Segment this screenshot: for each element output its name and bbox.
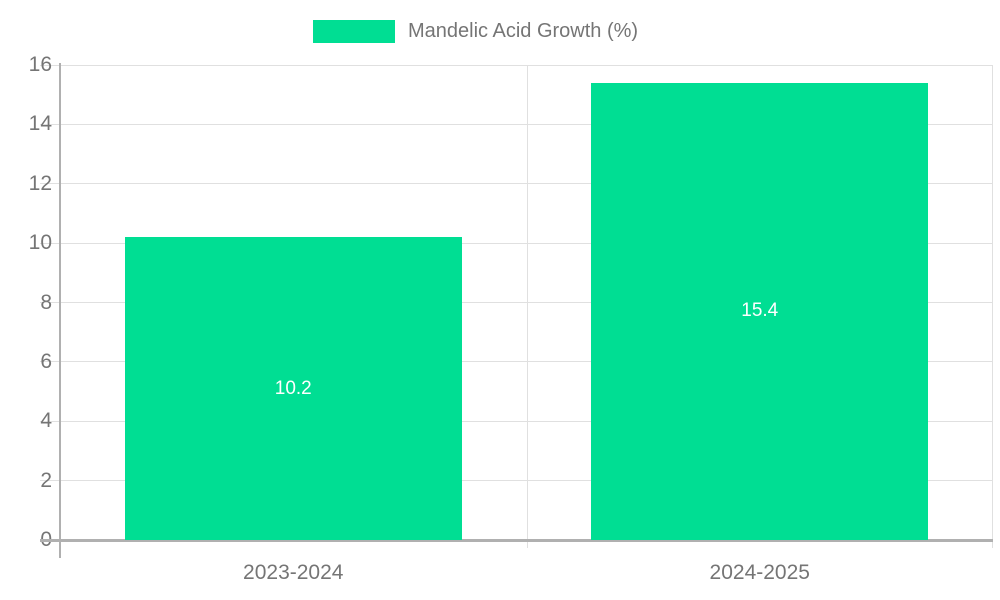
y-tick-label: 12 (28, 171, 52, 195)
y-axis-tick (40, 64, 60, 66)
legend-swatch (313, 20, 395, 43)
bar-value-label: 15.4 (741, 300, 779, 322)
y-tick-label: 14 (28, 112, 52, 136)
y-tick-label: 6 (40, 349, 52, 373)
bar (591, 82, 929, 540)
y-axis-tick (40, 123, 60, 125)
y-axis-tick (40, 361, 60, 363)
y-tick-label: 10 (28, 231, 52, 255)
x-tick-label: 2024-2025 (709, 561, 810, 584)
x-tick-label: 2023-2024 (243, 561, 344, 584)
y-axis-tick (40, 183, 60, 185)
y-tick-label: 16 (28, 53, 52, 76)
y-tick-label: 4 (40, 409, 52, 433)
y-axis-tick (40, 242, 60, 244)
x-grid-line (992, 65, 993, 548)
legend-label: Mandelic Acid Growth (%) (408, 20, 639, 42)
y-tick-label: 8 (40, 290, 52, 314)
x-axis-line (40, 539, 993, 542)
y-axis-tick (40, 420, 60, 422)
x-grid-line (526, 65, 528, 548)
bar (124, 237, 462, 540)
y-axis-tick (40, 302, 60, 303)
y-axis-line (59, 63, 61, 558)
y-tick-label: 2 (40, 468, 52, 492)
y-axis-tick (40, 480, 60, 482)
bar-value-label: 10.2 (274, 377, 312, 399)
chart-legend: Mandelic Acid Growth (%) (313, 18, 638, 45)
